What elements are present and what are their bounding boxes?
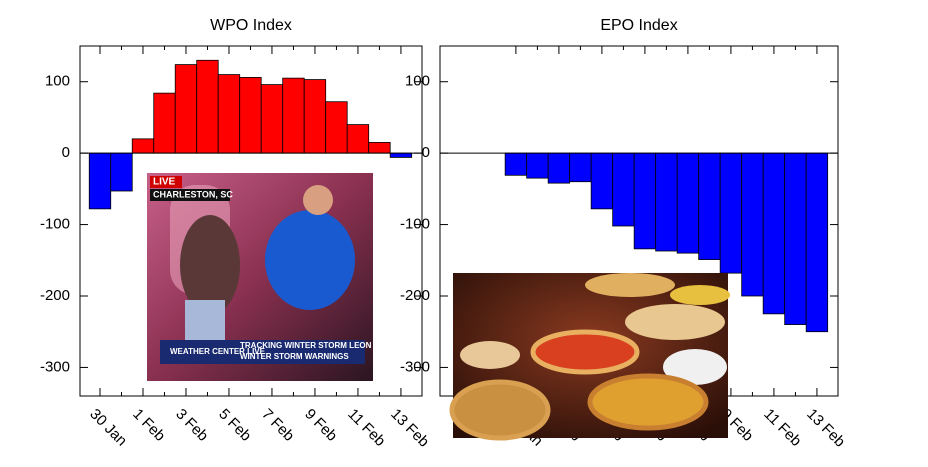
- y-tick-label: -300: [40, 358, 70, 375]
- chart-title: WPO Index: [210, 17, 292, 34]
- pizza: [587, 373, 709, 431]
- y-tick-label: 100: [405, 73, 430, 90]
- breadsticks: [460, 341, 520, 369]
- plot-frame: [79, 45, 423, 397]
- x-tick-label: 1 Feb: [129, 406, 168, 445]
- lower-third: [160, 340, 365, 364]
- bar: [762, 152, 786, 315]
- pizza: [585, 273, 675, 297]
- x-tick-label: 13 Feb: [803, 406, 848, 451]
- x-tick-label: 30 Jan: [86, 406, 130, 450]
- bar: [633, 152, 657, 250]
- x-tick-label: 5 Feb: [215, 406, 254, 445]
- bar: [569, 152, 592, 183]
- x-tick-label: 11 Feb: [760, 406, 804, 450]
- bar: [260, 84, 284, 154]
- bar: [784, 152, 807, 325]
- bar: [368, 142, 391, 154]
- caption-line: WINTER STORM WARNINGS: [240, 352, 349, 361]
- y-tick-label: 0: [422, 144, 430, 161]
- x-tick-label: 7 Feb: [258, 406, 297, 445]
- pizza: [670, 285, 730, 305]
- bar: [88, 152, 112, 210]
- bar: [131, 138, 155, 154]
- bar: [153, 92, 176, 154]
- bar: [590, 152, 614, 210]
- bar: [526, 152, 549, 179]
- bar: [698, 152, 721, 260]
- bar: [174, 64, 198, 154]
- news-photo: LIVE CHARLESTON, SC WEATHER CENTER LIVE …: [147, 173, 373, 381]
- bar: [612, 152, 635, 227]
- bar: [805, 152, 829, 333]
- location-text: CHARLESTON, SC: [153, 189, 233, 199]
- y-tick-label: -200: [400, 287, 430, 304]
- pizza: [530, 329, 640, 375]
- pasta: [663, 349, 727, 385]
- bar: [110, 152, 133, 192]
- caption-line: TRACKING WINTER STORM LEON: [240, 341, 372, 350]
- bar: [655, 152, 678, 252]
- person: [265, 210, 355, 310]
- y-tick-label: 0: [62, 144, 70, 161]
- bar: [676, 152, 700, 254]
- pizza: [625, 304, 725, 340]
- location-bar: [150, 189, 230, 201]
- logo-text: WEATHER CENTER LIVE: [170, 347, 266, 356]
- bar: [282, 77, 305, 154]
- x-tick-label: 3 Feb: [172, 406, 211, 445]
- bar: [239, 77, 262, 154]
- x-tick-label: 9 Feb: [301, 406, 340, 445]
- bar: [719, 152, 743, 274]
- badge-text: LIVE: [153, 177, 176, 188]
- y-tick-label: -300: [400, 358, 430, 375]
- pizza-photo: [449, 273, 730, 441]
- y-tick-label: 100: [45, 73, 70, 90]
- bar: [547, 152, 571, 184]
- x-tick-label: 13 Feb: [387, 406, 432, 451]
- y-tick-label: -200: [40, 287, 70, 304]
- y-tick-label: -100: [400, 216, 430, 233]
- bar: [217, 74, 241, 154]
- badge: [150, 176, 182, 188]
- bar: [325, 101, 348, 154]
- bar: [741, 152, 764, 297]
- bar: [346, 124, 370, 154]
- x-tick-label: 11 Feb: [344, 406, 388, 450]
- bar: [504, 152, 528, 176]
- pizza: [449, 379, 551, 441]
- y-tick-label: -100: [40, 216, 70, 233]
- bar: [196, 59, 219, 154]
- person: [180, 215, 240, 315]
- chart-title: EPO Index: [600, 17, 677, 34]
- face: [303, 185, 333, 215]
- bar: [303, 79, 327, 154]
- bar: [389, 152, 413, 158]
